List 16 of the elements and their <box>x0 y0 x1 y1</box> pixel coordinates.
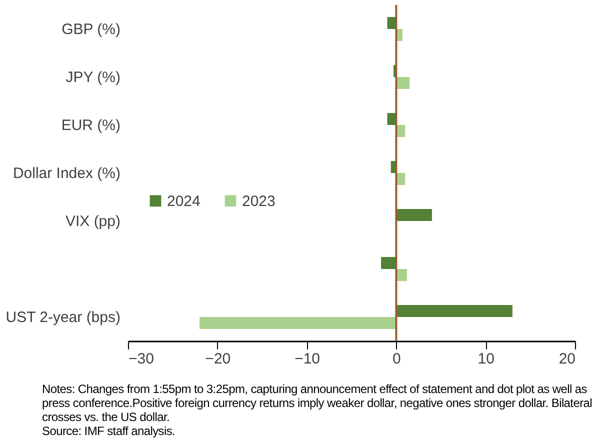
legend-label: 2023 <box>242 192 276 210</box>
x-tick-label: −30 <box>128 350 154 368</box>
y-tick-label: GBP (%) <box>62 21 120 38</box>
y-tick-label: UST 2-year (bps) <box>6 309 120 326</box>
x-tick-label: 10 <box>478 350 494 368</box>
text: Notes: Changes from 1:55pm to 3:25pm, capturing announcement effect of statement and dot plot as well as press conference.Positive foreign currency returns imply weaker dollar, negative ones stronger dollar. Bilateral crosses vs. the US dollar. <box>42 382 594 424</box>
y-tick-label: EUR (%) <box>61 117 120 134</box>
y-tick-label: Dollar Index (%) <box>12 165 120 182</box>
legend-label: 2024 <box>167 192 200 210</box>
x-tick-label: −20 <box>205 350 231 368</box>
y-tick-label: VIX (pp) <box>65 213 120 230</box>
x-tick-label: 0 <box>392 350 401 368</box>
y-tick-label: JPY (%) <box>66 69 121 86</box>
source-note: Source: IMF staff analysis. <box>42 424 176 438</box>
x-tick-label: 20 <box>558 350 576 368</box>
x-tick-label: −10 <box>294 350 320 368</box>
